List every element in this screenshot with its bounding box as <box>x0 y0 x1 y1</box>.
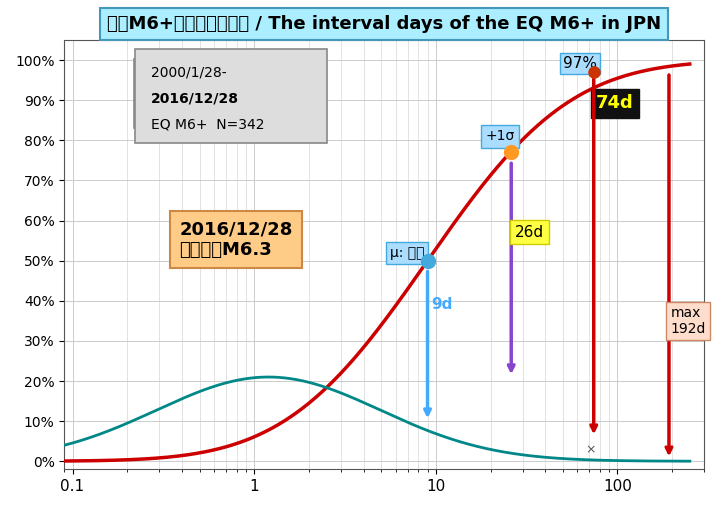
Text: 2016/12/28: 2016/12/28 <box>151 92 239 105</box>
Title: 国内M6+地震の発生間隔 / The interval days of the EQ M6+ in JPN: 国内M6+地震の発生間隔 / The interval days of the … <box>107 15 661 33</box>
Text: ×: × <box>585 443 596 456</box>
Text: 26d: 26d <box>515 224 544 240</box>
Text: μ: 平均: μ: 平均 <box>390 246 424 260</box>
Text: 2000/1/28-
　2016/12/28
EQ M6+  N=342: 2000/1/28- 2016/12/28 EQ M6+ N=342 <box>141 66 254 121</box>
Text: 74d: 74d <box>596 94 634 112</box>
Text: EQ M6+  N=342: EQ M6+ N=342 <box>151 118 264 131</box>
Text: 2000/1/28-: 2000/1/28- <box>151 66 226 80</box>
Text: 9d: 9d <box>431 297 452 312</box>
Text: max
192d: max 192d <box>671 306 706 336</box>
FancyBboxPatch shape <box>135 49 326 143</box>
Text: +1σ: +1σ <box>485 129 515 144</box>
Text: 2016/12/28
茨城北部M6.3: 2016/12/28 茨城北部M6.3 <box>179 220 293 259</box>
Text: 97%: 97% <box>563 56 597 71</box>
